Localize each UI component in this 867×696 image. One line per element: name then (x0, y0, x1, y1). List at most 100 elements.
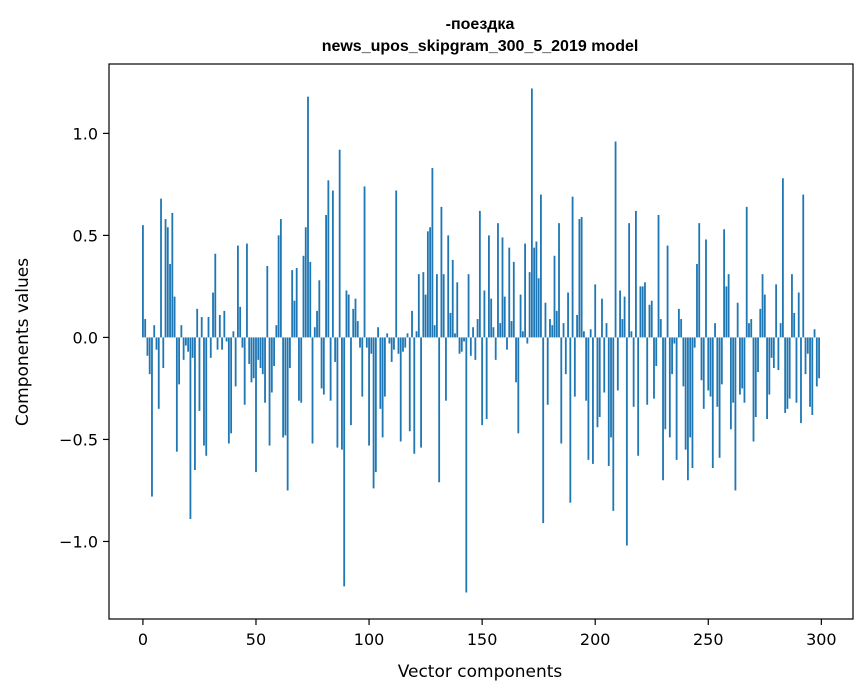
bar-81 (325, 214, 327, 338)
bar-233 (668, 337, 671, 438)
bar-116 (404, 337, 407, 348)
bar-279 (772, 337, 775, 369)
bar-20 (187, 337, 190, 352)
bar-72 (304, 227, 307, 338)
bar-106 (381, 337, 384, 438)
bar-154 (490, 298, 493, 338)
bar-286 (788, 337, 791, 399)
bar-161 (506, 337, 508, 350)
bar-179 (546, 337, 549, 405)
bar-270 (752, 337, 755, 442)
bar-216 (630, 331, 633, 338)
bar-82 (327, 180, 330, 338)
bar-213 (623, 296, 626, 338)
bar-217 (632, 337, 635, 407)
bar-209 (614, 141, 617, 338)
bar-141 (460, 337, 463, 352)
bar-175 (537, 278, 540, 338)
bar-71 (302, 255, 305, 338)
bar-10 (164, 219, 167, 338)
bar-278 (770, 337, 773, 358)
bar-231 (664, 337, 667, 430)
bar-76 (313, 327, 316, 338)
bar-256 (720, 337, 723, 385)
y-tick-label: −0.5 (59, 430, 98, 449)
bar-32 (214, 253, 217, 338)
bar-139 (456, 282, 459, 338)
bar-244 (693, 337, 696, 348)
bar-183 (555, 310, 558, 338)
bar-87 (338, 149, 341, 338)
bar-247 (700, 337, 703, 381)
bar-108 (386, 333, 389, 338)
bar-98 (363, 186, 366, 338)
bar-142 (463, 337, 465, 342)
bar-33 (216, 337, 219, 350)
bar-73 (307, 96, 309, 338)
bar-223 (646, 337, 649, 405)
bar-126 (426, 231, 429, 338)
bar-291 (800, 337, 802, 424)
bar-237 (677, 308, 680, 338)
bar-219 (637, 337, 640, 456)
bar-37 (225, 337, 228, 342)
bar-125 (424, 294, 427, 338)
bar-39 (230, 337, 233, 434)
bar-255 (718, 337, 721, 458)
bar-163 (510, 321, 513, 338)
plot-frame (108, 63, 854, 620)
bar-3 (148, 337, 151, 375)
bar-289 (795, 337, 798, 403)
bar-65 (289, 337, 291, 369)
bar-215 (628, 223, 631, 338)
bar-194 (580, 217, 583, 338)
bar-109 (388, 337, 391, 344)
bar-57 (270, 337, 273, 393)
bar-195 (582, 331, 585, 338)
bar-91 (347, 294, 350, 338)
bar-182 (553, 255, 556, 338)
bar-7 (157, 337, 160, 409)
bar-38 (227, 337, 230, 444)
bar-97 (361, 337, 364, 397)
bar-132 (440, 206, 443, 338)
bar-16 (178, 337, 181, 385)
bar-202 (598, 337, 601, 417)
bar-110 (390, 337, 393, 362)
bar-186 (562, 323, 565, 338)
bar-240 (684, 337, 687, 450)
bar-60 (277, 235, 280, 338)
bar-246 (698, 223, 701, 338)
bar-95 (356, 321, 359, 338)
bar-80 (322, 337, 325, 395)
bar-176 (540, 194, 542, 338)
bar-78 (318, 280, 321, 338)
bar-250 (707, 337, 710, 391)
bar-214 (625, 337, 628, 546)
bar-185 (560, 337, 563, 444)
bar-64 (286, 337, 289, 491)
bar-113 (397, 337, 400, 354)
bar-120 (413, 337, 416, 454)
bar-292 (802, 194, 805, 338)
bar-210 (616, 337, 619, 391)
bar-43 (239, 306, 242, 338)
bar-0 (142, 225, 144, 338)
bar-180 (549, 319, 551, 338)
bar-61 (279, 219, 282, 338)
bar-135 (447, 235, 450, 338)
bar-188 (567, 292, 569, 338)
bar-173 (533, 247, 536, 338)
bar-114 (399, 337, 402, 442)
bar-192 (576, 314, 579, 338)
bar-261 (732, 337, 735, 403)
bar-86 (336, 337, 339, 448)
bars-group (142, 88, 820, 593)
chart-title: -поездка (446, 16, 515, 33)
bar-169 (524, 243, 526, 338)
bar-187 (564, 337, 567, 375)
bar-165 (515, 337, 517, 383)
bar-265 (741, 337, 744, 389)
x-tick-label: 200 (580, 630, 611, 649)
